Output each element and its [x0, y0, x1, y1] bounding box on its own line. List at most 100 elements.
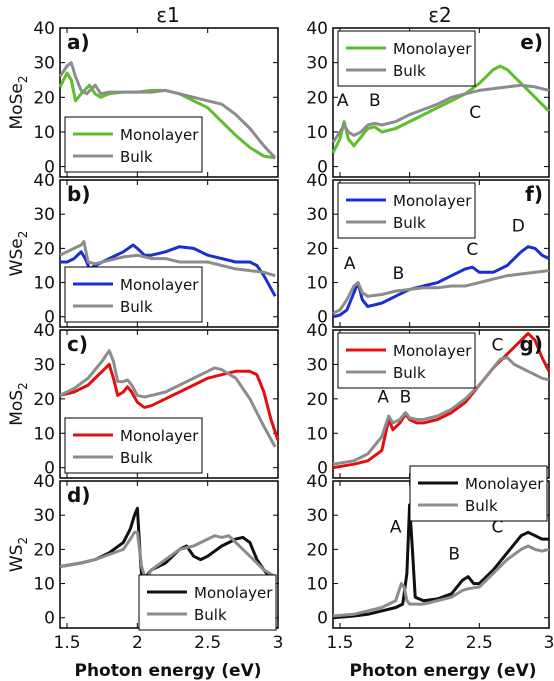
x-axis-label-right: Photon energy (eV) — [349, 661, 536, 681]
legend-label-bulk: Bulk — [465, 497, 498, 515]
y-tick-label: 40 — [33, 19, 55, 39]
legend-label-bulk: Bulk — [393, 62, 426, 80]
peak-label: A — [337, 91, 349, 111]
peak-label: B — [448, 545, 460, 565]
panel-letter: d) — [67, 483, 90, 507]
series-line-bulk — [59, 240, 276, 278]
peak-label: A — [390, 517, 402, 537]
peak-label: D — [512, 216, 525, 236]
legend-box — [64, 266, 203, 323]
series-line-monolayer — [332, 503, 549, 620]
peak-label: C — [466, 240, 478, 260]
series-line-bulk — [59, 530, 276, 582]
panel-f: 0 10 20 30 40 A B C Df) Monolayer Bulk — [306, 171, 550, 328]
y-tick-label: 0 — [317, 308, 328, 328]
y-tick-label: 20 — [306, 540, 328, 560]
panel-letter: e) — [520, 30, 543, 54]
legend-label-monolayer: Monolayer — [393, 40, 472, 58]
y-tick-label: 40 — [306, 321, 328, 341]
x-tick-label: 1.5 — [54, 633, 81, 653]
x-tick-label: 1.5 — [326, 633, 353, 653]
legend-label-monolayer: Monolayer — [393, 192, 472, 210]
y-tick-label: 30 — [306, 54, 328, 74]
plot-frame — [59, 329, 279, 479]
x-tick-label: 2.5 — [194, 633, 221, 653]
legend-label-bulk: Bulk — [120, 298, 153, 316]
series-line-monolayer — [59, 506, 277, 596]
series-line-monolayer — [332, 245, 550, 319]
panel-letter: f) — [525, 182, 543, 206]
y-tick-label: 30 — [33, 355, 55, 375]
y-tick-label: 10 — [306, 424, 328, 444]
y-tick-label: 10 — [33, 274, 55, 294]
peak-label: B — [393, 264, 405, 284]
legend-box — [337, 182, 476, 239]
panel-b: 0 10 20 30 40 b) Monolayer Bulk — [33, 171, 279, 328]
panel-letter: g) — [520, 332, 543, 356]
legend: Monolayer Bulk — [64, 266, 203, 323]
y-tick-label: 20 — [33, 239, 55, 259]
y-tick-label: 40 — [33, 171, 55, 191]
y-tick-label: 0 — [317, 158, 328, 178]
y-tick-label: 10 — [306, 123, 328, 143]
y-tick-label: 10 — [33, 424, 55, 444]
legend-label-monolayer: Monolayer — [393, 342, 472, 360]
y-tick-label: 30 — [306, 506, 328, 526]
peak-label: C — [469, 103, 481, 123]
y-tick-label: 0 — [44, 158, 55, 178]
y-tick-label: 30 — [33, 205, 55, 225]
plot-frame — [332, 179, 550, 328]
series-line-bulk — [59, 349, 277, 448]
x-tick-label: 3 — [544, 633, 554, 653]
peak-label: C — [492, 336, 504, 356]
y-tick-label: 20 — [306, 88, 328, 108]
peak-label: B — [369, 91, 381, 111]
legend-label-monolayer: Monolayer — [120, 126, 199, 144]
y-tick-label: 0 — [44, 609, 55, 629]
y-tick-label: 0 — [44, 308, 55, 328]
panel-letter: b) — [67, 182, 90, 206]
legend: Monolayer Bulk — [337, 30, 476, 87]
series-line-bulk — [332, 269, 550, 315]
series-line-bulk — [58, 61, 277, 159]
series-line-monolayer — [331, 64, 551, 154]
y-tick-label: 10 — [33, 123, 55, 143]
plot-frame — [59, 179, 279, 328]
y-tick-label: 30 — [306, 355, 328, 375]
x-tick-label: 2 — [404, 633, 415, 653]
y-tick-label: 20 — [33, 88, 55, 108]
x-axis-label-left: Photon energy (eV) — [74, 661, 261, 681]
series-line-bulk — [332, 544, 550, 618]
legend-label-monolayer: Monolayer — [120, 427, 199, 445]
plot-frame — [332, 27, 550, 178]
panel-a: 0 10 20 30 40 a) Monolayer Bulk — [33, 19, 279, 178]
y-tick-label: 20 — [33, 540, 55, 560]
y-tick-label: 20 — [306, 390, 328, 410]
legend-box — [337, 332, 476, 389]
y-tick-label: 0 — [44, 459, 55, 479]
panel-g: 0 10 20 30 40 A B C g) Monolayer Bulk — [306, 321, 551, 479]
column-title-eps1: ε1 — [156, 3, 180, 27]
legend-label-bulk: Bulk — [393, 214, 426, 232]
legend-box — [64, 116, 203, 173]
y-tick-label: 10 — [33, 575, 55, 595]
legend: Monolayer Bulk — [64, 417, 203, 474]
y-tick-label: 40 — [306, 171, 328, 191]
x-tick-label: 2.5 — [466, 633, 493, 653]
legend-label-monolayer: Monolayer — [194, 584, 273, 602]
x-tick-label: 2 — [132, 633, 143, 653]
legend: Monolayer Bulk — [64, 116, 203, 173]
y-tick-label: 10 — [306, 575, 328, 595]
peak-label: B — [400, 387, 412, 407]
series-line-bulk — [332, 356, 550, 466]
legend-label-bulk: Bulk — [120, 449, 153, 467]
y-tick-label: 40 — [306, 19, 328, 39]
row-label-ws2: WS2 — [7, 537, 30, 572]
legend-label-bulk: Bulk — [120, 148, 153, 166]
row-label-wse2: WSe2 — [7, 231, 30, 277]
series-line-bulk — [331, 83, 550, 144]
legend-label-monolayer: Monolayer — [120, 276, 199, 294]
peak-label: A — [344, 254, 356, 274]
row-label-mos2: MoS2 — [7, 382, 30, 426]
